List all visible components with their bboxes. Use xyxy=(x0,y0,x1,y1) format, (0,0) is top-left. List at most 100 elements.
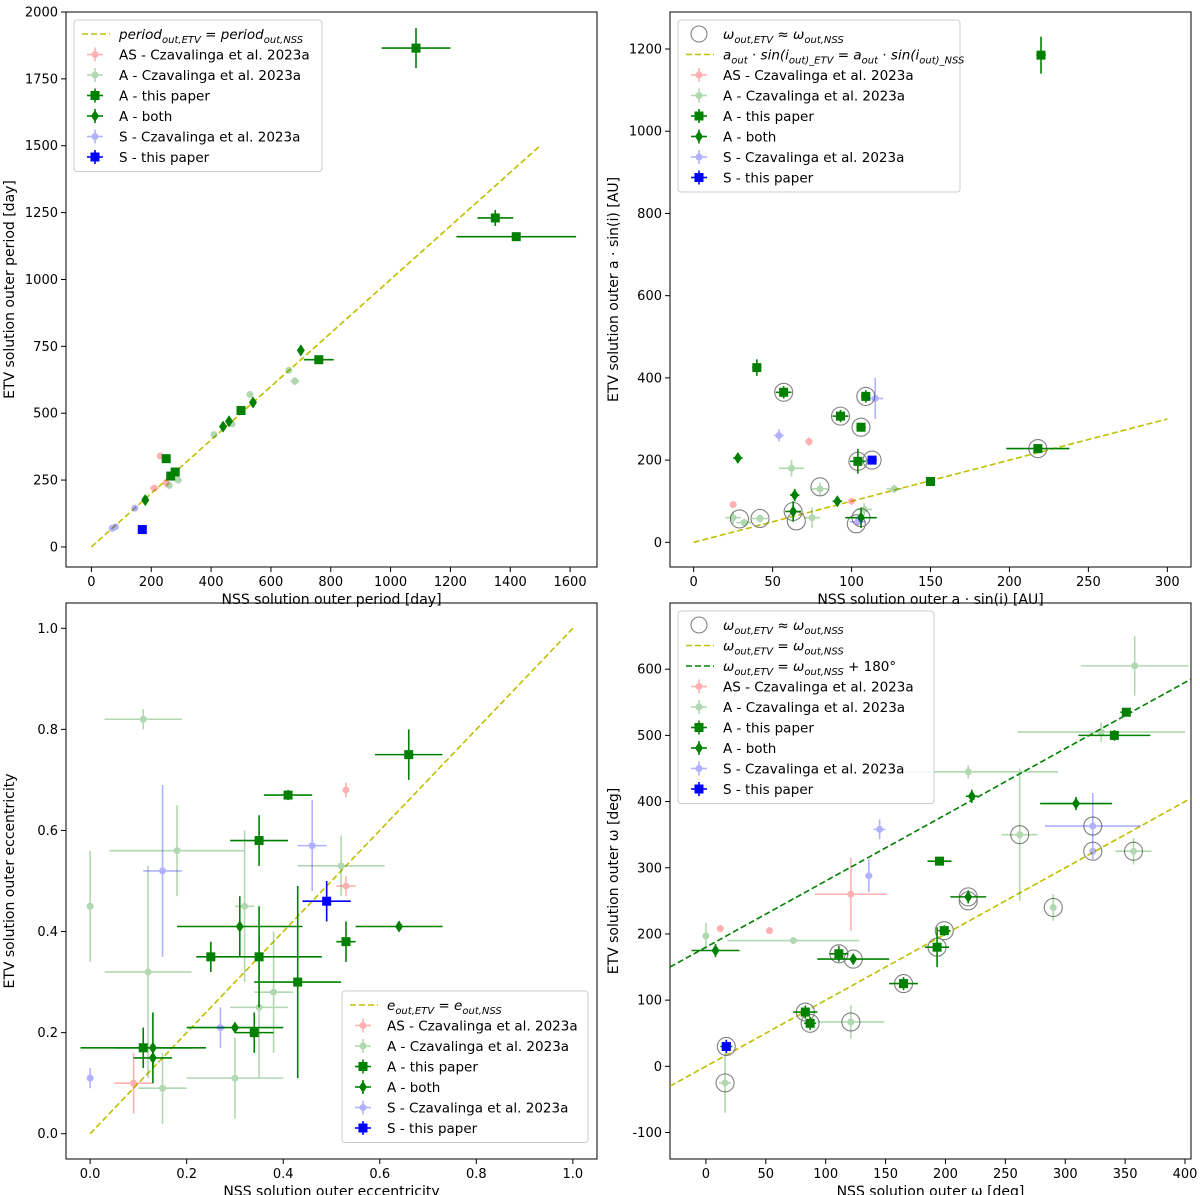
data-point xyxy=(849,449,866,474)
x-tick-label: 200 xyxy=(139,575,164,590)
legend-label: A - both xyxy=(387,1080,440,1096)
marker-circle xyxy=(865,872,873,880)
data-point xyxy=(804,1016,817,1030)
data-point xyxy=(861,390,871,403)
marker-diamond xyxy=(833,495,842,508)
marker-diamond xyxy=(141,494,150,507)
y-axis-label: ETV solution outer period [day] xyxy=(2,180,18,399)
marker-circle xyxy=(111,523,119,531)
legend-square xyxy=(358,1123,368,1133)
marker-square xyxy=(404,750,414,760)
omega-match-ring xyxy=(1083,841,1103,861)
marker-square xyxy=(490,213,500,223)
y-tick-label: 200 xyxy=(637,927,662,942)
omega-match-ring xyxy=(862,450,882,470)
marker-circle xyxy=(876,825,884,833)
legend-diamond xyxy=(359,1081,367,1093)
marker-circle xyxy=(159,1084,167,1092)
marker-square xyxy=(1109,730,1119,740)
legend-label: AS - Czavalinga et al. 2023a xyxy=(387,1019,578,1035)
legend: ωout,ETV ≈ ωout,NSS aout · sin(iout)_ETV … xyxy=(677,19,965,193)
legend-label: aout · sin(iout)_ETV = aout · sin(iout)_… xyxy=(723,48,965,67)
data-point xyxy=(138,1052,187,1124)
marker-square xyxy=(899,979,909,989)
data-point xyxy=(832,409,849,423)
axes-frame xyxy=(669,602,1192,1160)
marker-circle xyxy=(291,377,299,385)
x-tick-label: 200 xyxy=(997,575,1022,590)
data-point xyxy=(137,525,147,535)
data-point xyxy=(849,517,866,526)
x-tick-label: 600 xyxy=(259,575,284,590)
y-tick-label: 600 xyxy=(637,663,662,678)
marker-square xyxy=(721,1041,731,1051)
data-point xyxy=(727,937,860,945)
data-point xyxy=(133,1047,173,1069)
data-point xyxy=(765,927,773,935)
data-point xyxy=(302,881,351,922)
legend-circle xyxy=(695,92,703,99)
series-s-this-paper xyxy=(302,881,351,922)
legend-diamond xyxy=(91,110,99,122)
marker-square xyxy=(161,454,171,464)
data-point xyxy=(873,819,886,840)
y-tick-label: 800 xyxy=(637,207,662,222)
legend-handle xyxy=(355,1080,371,1094)
data-point xyxy=(775,386,792,399)
marker-square xyxy=(939,926,949,936)
marker-diamond xyxy=(148,1051,157,1064)
data-point xyxy=(1078,730,1151,741)
x-tick-label: 0 xyxy=(87,575,95,590)
data-point xyxy=(812,482,828,496)
data-point xyxy=(1080,636,1189,696)
marker-circle xyxy=(342,882,350,890)
marker-circle xyxy=(808,514,816,522)
marker-circle xyxy=(721,1079,729,1087)
x-tick-label: 0.4 xyxy=(273,1167,294,1182)
legend-handle xyxy=(691,741,707,755)
y-tick-label: 0.2 xyxy=(37,1026,58,1041)
legend-handle xyxy=(691,88,707,103)
data-point xyxy=(789,488,800,502)
legend-circle xyxy=(695,153,703,161)
marker-circle xyxy=(788,464,796,472)
series-s-czavalinga-et-al-2023a xyxy=(774,377,884,526)
legend-label: eout,ETV = eout,NSS xyxy=(387,998,502,1017)
marker-square xyxy=(856,422,866,432)
legend-handle xyxy=(87,129,103,144)
data-point xyxy=(1044,792,1141,860)
omega-match-ring xyxy=(729,509,750,529)
x-tick-label: 250 xyxy=(993,1167,1018,1182)
y-tick-label: 750 xyxy=(33,340,58,355)
marker-circle xyxy=(241,902,249,910)
marker-square xyxy=(254,952,264,962)
x-tick-label: 300 xyxy=(1155,575,1180,590)
legend-handle xyxy=(690,25,708,43)
legend-circle xyxy=(91,51,99,58)
legend-circle xyxy=(359,1104,367,1111)
x-axis-label: NSS solution outer period [day] xyxy=(221,592,441,608)
marker-diamond xyxy=(395,920,404,933)
y-tick-label: 0 xyxy=(654,536,662,551)
data-point xyxy=(938,925,951,936)
marker-circle xyxy=(144,968,152,976)
marker-circle xyxy=(1097,728,1105,736)
marker-circle xyxy=(1130,847,1138,855)
marker-square xyxy=(853,456,863,466)
legend-label: A - Czavalinga et al. 2023a xyxy=(387,1039,569,1055)
data-point xyxy=(865,859,873,893)
data-point xyxy=(691,943,740,958)
legend-label: S - Czavalinga et al. 2023a xyxy=(723,762,904,778)
legend-handle xyxy=(355,1100,371,1115)
data-point xyxy=(236,406,246,416)
marker-square xyxy=(293,977,303,987)
x-tick-label: 300 xyxy=(1053,1167,1078,1182)
legend-label: A - both xyxy=(119,109,172,125)
data-point xyxy=(804,507,820,528)
data-point xyxy=(778,460,805,477)
y-tick-label: 0.6 xyxy=(37,824,58,839)
data-point xyxy=(477,209,514,226)
series-s-this-paper xyxy=(721,1039,731,1054)
data-point xyxy=(248,396,257,409)
data-point xyxy=(297,835,385,897)
